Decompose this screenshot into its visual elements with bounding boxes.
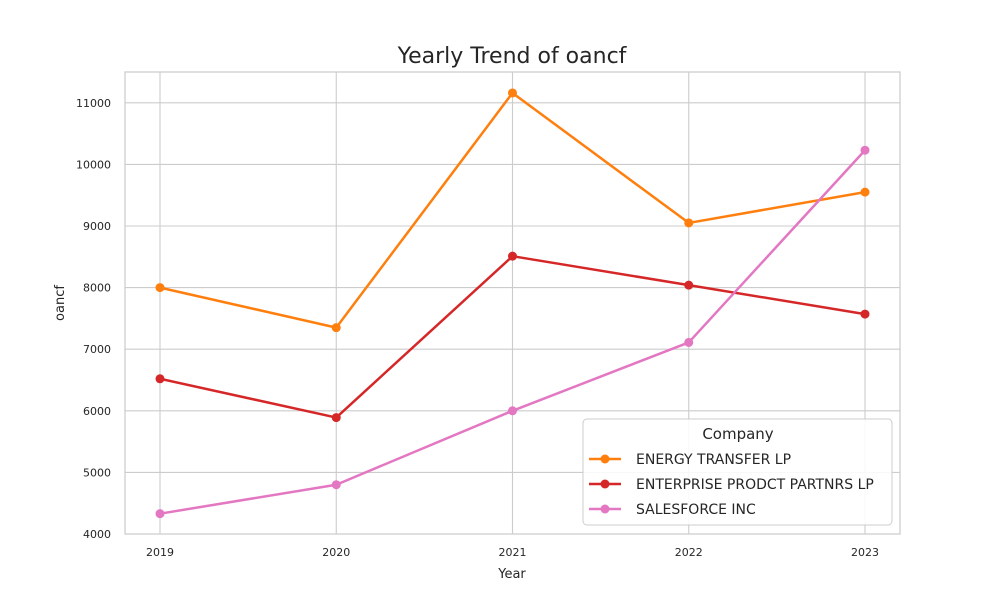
series-lines <box>155 88 870 519</box>
data-point <box>331 323 341 333</box>
legend-title: Company <box>702 425 773 443</box>
y-tick-label: 7000 <box>83 343 111 356</box>
plot-frame <box>124 71 901 535</box>
data-point <box>860 187 870 197</box>
y-tick-label: 8000 <box>83 282 111 295</box>
y-tick-label: 9000 <box>83 220 111 233</box>
data-point <box>684 280 694 290</box>
legend-marker <box>600 454 610 464</box>
series-group <box>155 88 870 333</box>
chart-title: Yearly Trend of oancf <box>397 44 628 69</box>
y-tick-label: 5000 <box>83 466 111 479</box>
x-axis-label: Year <box>497 567 526 582</box>
x-tick-label: 2019 <box>146 546 174 559</box>
y-axis-ticks: 4000 5000 6000 7000 8000 9000 10000 11000 <box>76 97 111 541</box>
legend-label: ENTERPRISE PRODCT PARTNRS LP <box>636 477 874 493</box>
data-point <box>508 406 517 416</box>
x-tick-label: 2020 <box>322 546 350 559</box>
legend-marker <box>600 504 610 514</box>
series-group <box>155 145 870 519</box>
data-point <box>155 509 165 519</box>
legend-items: ENERGY TRANSFER LP ENTERPRISE PRODCT PART… <box>589 452 874 518</box>
x-axis-ticks: 2019 2020 2021 2022 2023 <box>146 546 879 559</box>
y-tick-label: 6000 <box>83 405 111 418</box>
data-point <box>155 374 165 384</box>
data-point <box>684 337 694 347</box>
legend-box <box>582 418 893 526</box>
series-group <box>155 251 870 423</box>
legend-marker <box>600 479 610 489</box>
data-point <box>508 251 517 261</box>
x-tick-label: 2021 <box>499 546 527 559</box>
legend: Company ENERGY TRANSFER LP ENTERPRISE PRO… <box>582 418 893 526</box>
data-point <box>155 283 165 293</box>
data-point <box>331 413 341 423</box>
y-axis-label: oancf <box>53 285 68 321</box>
data-point <box>331 480 341 490</box>
data-point <box>508 88 517 98</box>
legend-label: SALESFORCE INC <box>636 502 756 518</box>
y-tick-label: 10000 <box>76 158 111 171</box>
y-tick-label: 11000 <box>76 97 111 110</box>
y-tick-label: 4000 <box>83 528 111 541</box>
data-point <box>860 145 870 155</box>
x-tick-label: 2023 <box>851 546 879 559</box>
x-tick-label: 2022 <box>675 546 703 559</box>
data-point <box>684 218 694 228</box>
legend-label: ENERGY TRANSFER LP <box>636 452 791 468</box>
data-point <box>860 309 870 319</box>
